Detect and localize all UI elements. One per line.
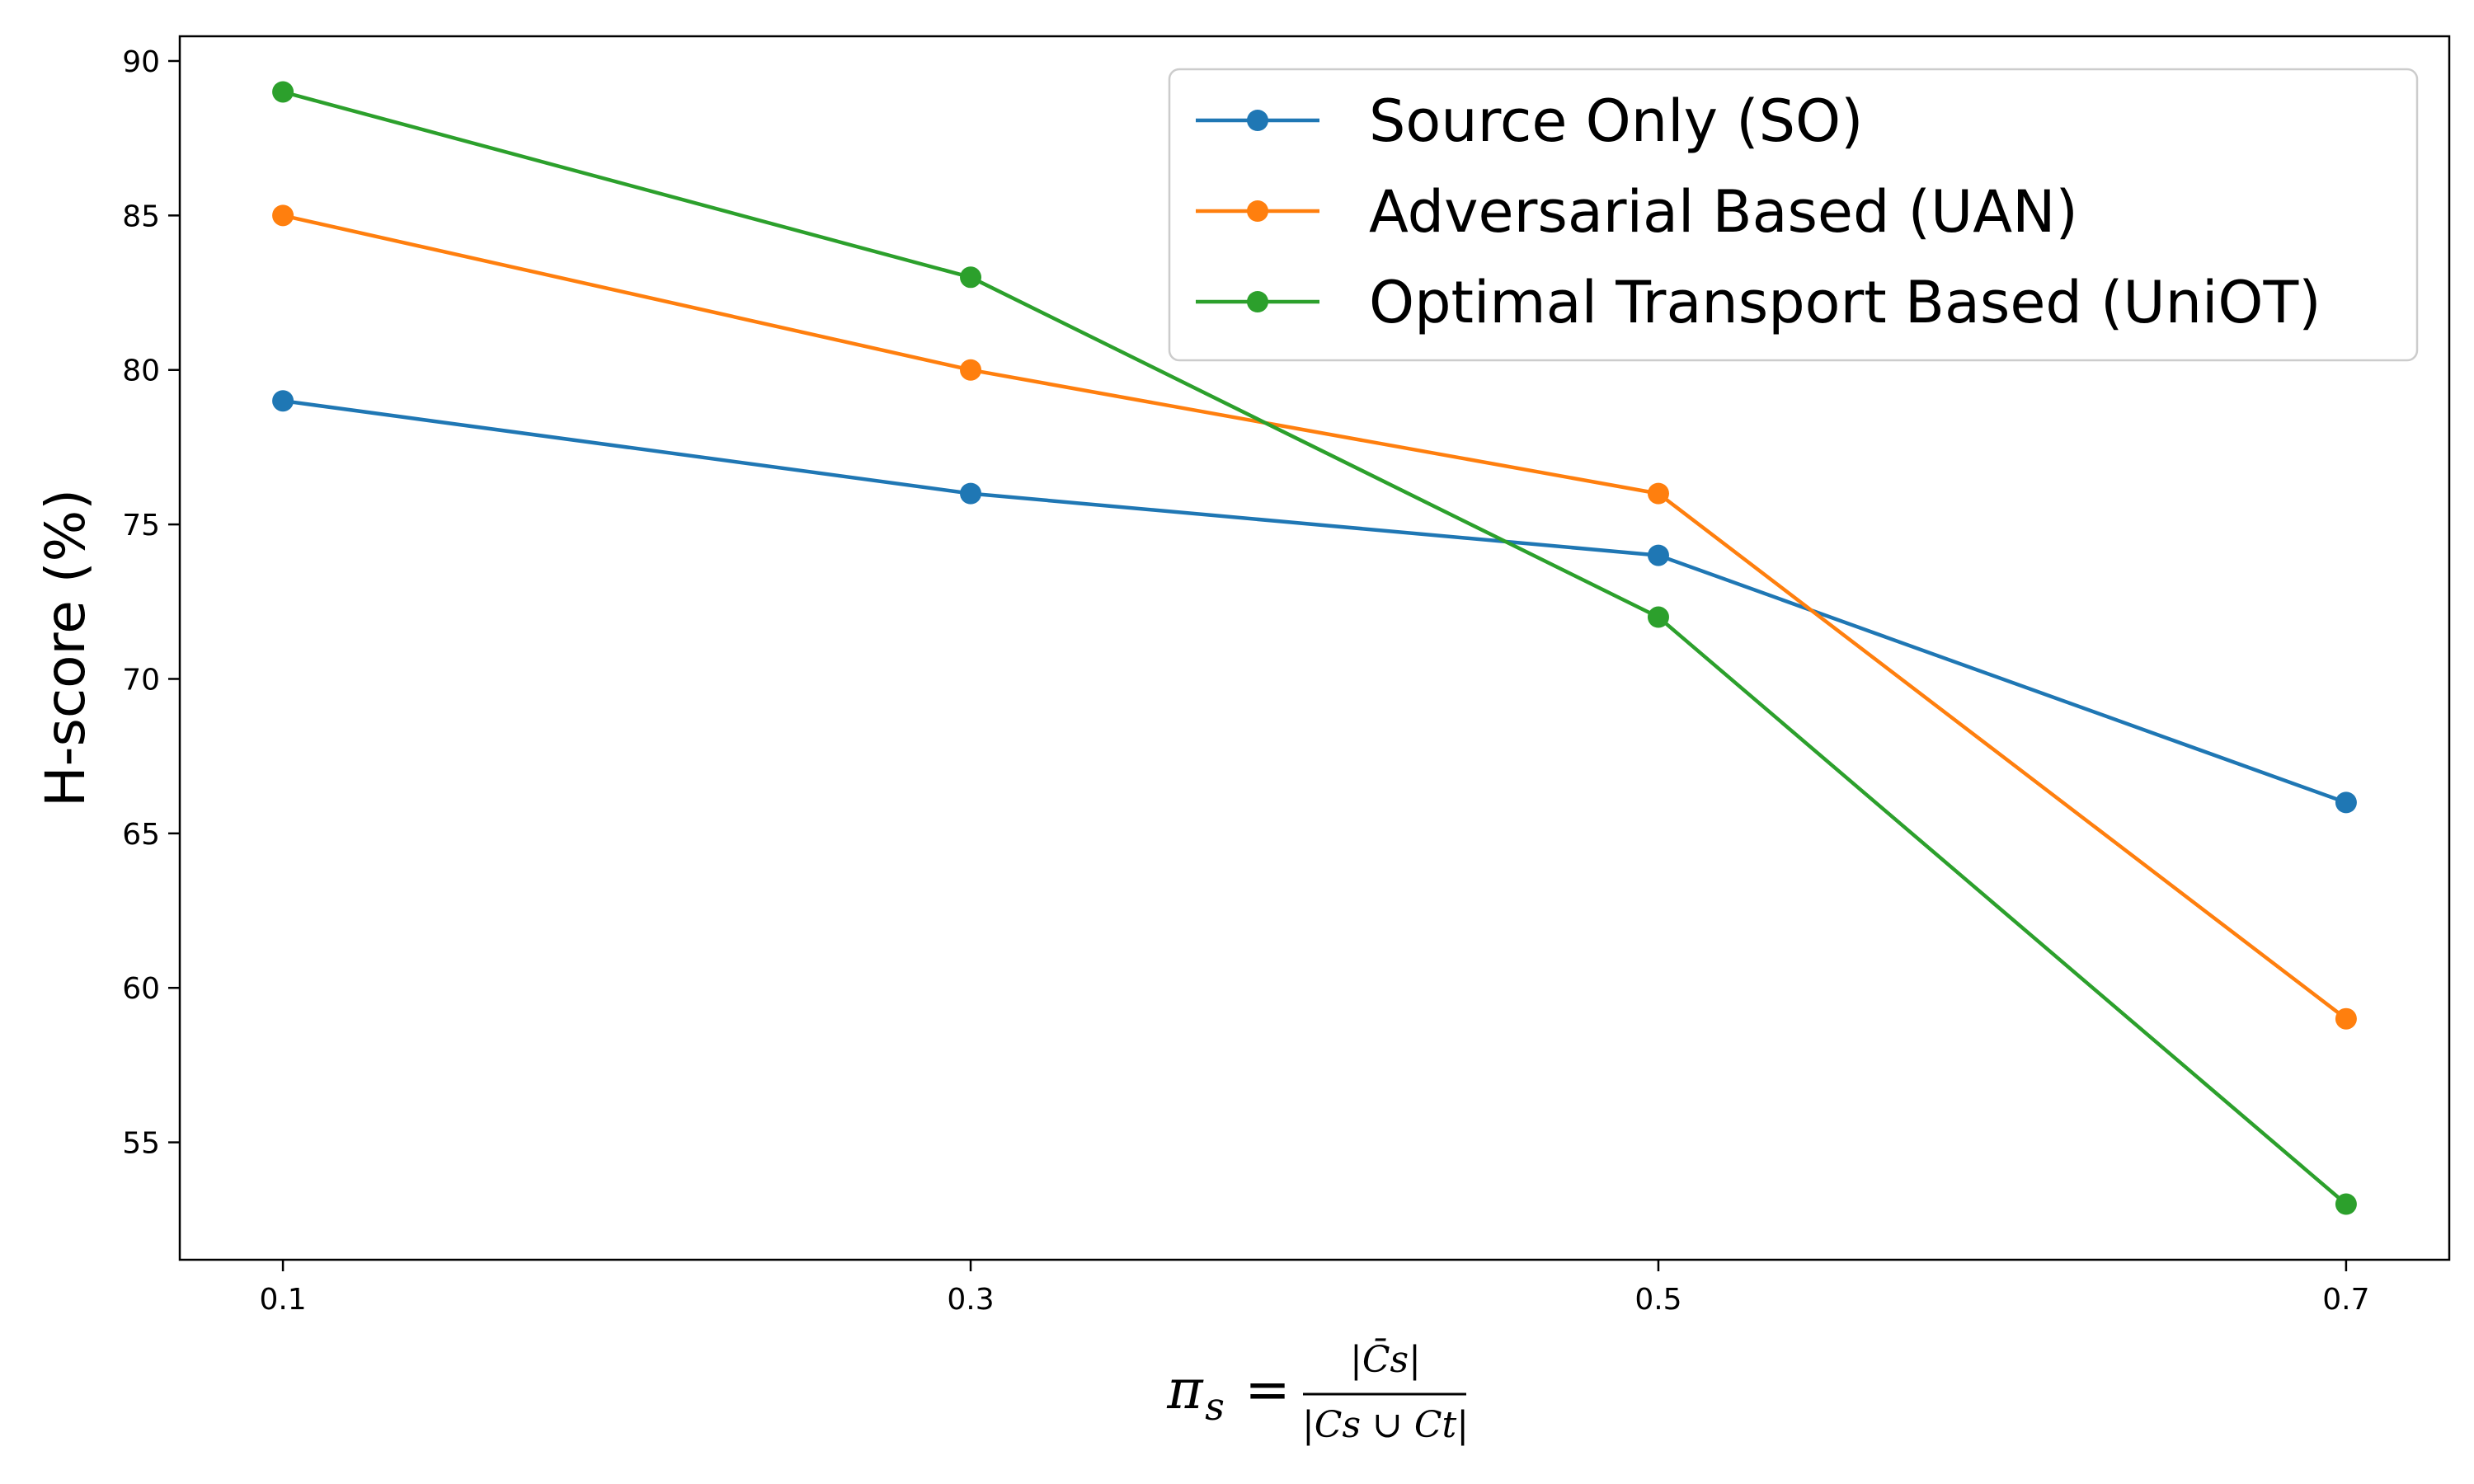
- series-2-point: [1647, 482, 1669, 505]
- series-3-point: [2335, 1193, 2357, 1215]
- series-2-point: [272, 204, 294, 227]
- y-tick-label: 90: [122, 45, 160, 79]
- xlabel-pi-subscript: s: [1205, 1384, 1225, 1429]
- x-tick-label: 0.5: [1634, 1283, 1681, 1317]
- series-1-point: [960, 482, 982, 505]
- legend-box: [1168, 68, 2419, 362]
- legend-label-3: Optimal Transport Based (UniOT): [1369, 269, 2321, 336]
- y-tick-label: 55: [122, 1127, 160, 1161]
- legend-label-1: Source Only (SO): [1369, 87, 1863, 155]
- x-tick-label: 0.7: [2322, 1283, 2369, 1317]
- y-tick-label: 75: [122, 509, 160, 542]
- series-3-point: [272, 81, 294, 103]
- y-tick-label: 65: [122, 818, 160, 852]
- y-tick-label: 60: [122, 972, 160, 1006]
- axes-frame: [178, 35, 2451, 1261]
- series-3-point: [960, 266, 982, 289]
- y-axis-ticks: 55 60 65 70 75 80 85 90: [122, 45, 180, 1161]
- xlabel-pi: π: [1166, 1358, 1204, 1421]
- y-tick-label: 70: [122, 663, 160, 697]
- series-line-2: [282, 214, 2348, 1021]
- x-tick-label: 0.1: [259, 1283, 306, 1317]
- series-3-point: [1647, 606, 1669, 628]
- y-tick-label: 85: [122, 200, 160, 233]
- x-axis-label: π s = |C̄s| |Cs ∪ Ct|: [1166, 1337, 1469, 1446]
- plot-lines: [272, 81, 2357, 1215]
- legend-marker-3: [1247, 291, 1268, 312]
- series-2-point: [960, 359, 982, 381]
- x-axis-ticks: 0.1 0.3 0.5 0.7: [259, 1260, 2370, 1317]
- legend-marker-2: [1247, 200, 1268, 222]
- legend-marker-1: [1247, 110, 1268, 131]
- y-tick-label: 80: [122, 355, 160, 388]
- series-2-point: [2335, 1007, 2357, 1030]
- xlabel-denominator: |Cs ∪ Ct|: [1302, 1404, 1469, 1446]
- legend-label-2: Adversarial Based (UAN): [1369, 178, 2078, 246]
- series-line-1: [282, 398, 2347, 805]
- xlabel-equals: =: [1244, 1358, 1290, 1421]
- series-1-point: [272, 390, 294, 412]
- xlabel-numerator: |C̄s|: [1350, 1337, 1421, 1381]
- legend-entries: Source Only (SO) Adversarial Based (UAN) O…: [1196, 87, 2321, 336]
- series-line-3: [282, 90, 2348, 1206]
- series-1-point: [2335, 791, 2357, 814]
- y-axis-label: H-score (%): [34, 489, 97, 807]
- legend: Source Only (SO) Adversarial Based (UAN) O…: [1168, 68, 2419, 362]
- series-1-point: [1647, 544, 1669, 566]
- x-tick-label: 0.3: [947, 1283, 994, 1317]
